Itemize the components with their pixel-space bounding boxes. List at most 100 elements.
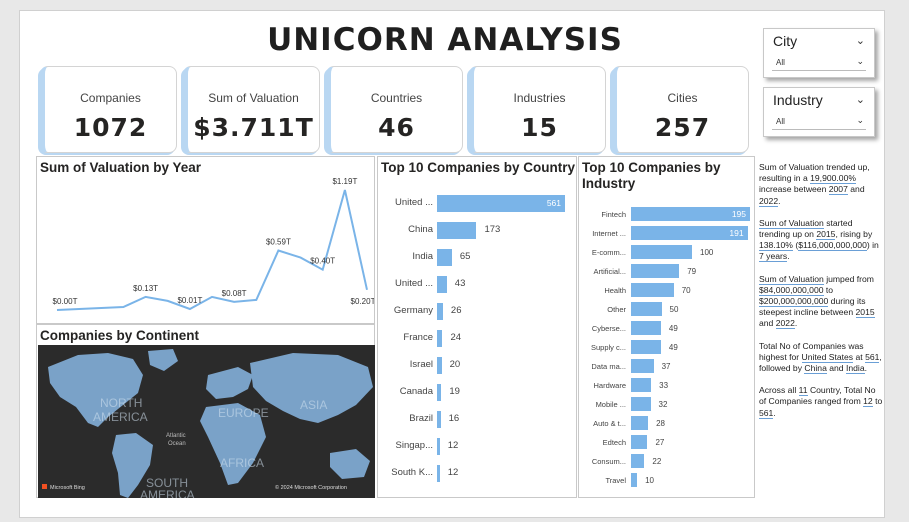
city-slicer[interactable]: City ⌄ All ⌄ <box>763 28 875 78</box>
bar[interactable] <box>437 465 440 482</box>
bar-value: 12 <box>447 467 459 478</box>
bar[interactable] <box>437 222 477 239</box>
bar[interactable] <box>437 357 442 374</box>
asia-shape <box>250 353 373 423</box>
industry-slicer[interactable]: Industry ⌄ All ⌄ <box>763 87 875 137</box>
kpi-label: Companies <box>80 91 141 105</box>
bar-value: 100 <box>700 248 714 257</box>
kpi-card-companies[interactable]: Companies 1072 <box>40 66 177 153</box>
bar[interactable] <box>631 359 654 373</box>
bar[interactable] <box>437 384 442 401</box>
bar[interactable] <box>631 283 674 297</box>
bar[interactable] <box>631 302 662 316</box>
industry-dropdown[interactable]: All ⌄ <box>772 114 866 130</box>
bar[interactable] <box>631 378 652 392</box>
companies-by-continent-map[interactable]: Companies by Continent NORTH AMERICA EUR… <box>36 324 375 498</box>
kpi-card-countries[interactable]: Countries 46 <box>326 66 463 153</box>
chart-title: Top 10 Companies by Country <box>381 160 576 175</box>
bar-value: 28 <box>656 419 665 428</box>
bar-label: Edtech <box>602 438 626 447</box>
bar[interactable] <box>631 473 638 487</box>
chevron-down-icon[interactable]: ⌄ <box>855 94 865 106</box>
bar-label: Hardware <box>593 381 626 390</box>
bar[interactable] <box>631 340 661 354</box>
bar-label: United ... <box>394 197 433 208</box>
top-companies-by-country-chart[interactable]: Top 10 Companies by Country United ... 56… <box>377 156 577 498</box>
bar[interactable] <box>631 264 680 278</box>
bar-label: Data ma... <box>591 362 626 371</box>
africa-shape <box>200 403 266 485</box>
map-label: AFRICA <box>220 456 264 470</box>
bar[interactable] <box>631 245 693 259</box>
bar-label: Germany <box>393 305 433 316</box>
bar-label: Fintech <box>601 210 626 219</box>
kpi-value: 1072 <box>73 113 148 142</box>
kpi-card-industries[interactable]: Industries 15 <box>469 66 606 153</box>
data-label: $0.59T <box>266 238 291 247</box>
map-title: Companies by Continent <box>40 328 200 343</box>
kpi-label: Industries <box>513 91 566 105</box>
bar-label: South K... <box>391 467 433 478</box>
bar-value: 70 <box>681 286 691 295</box>
bar-value: 195 <box>731 209 746 219</box>
bar[interactable] <box>631 321 661 335</box>
kpi-card-valuation[interactable]: Sum of Valuation $3.711T <box>183 66 320 153</box>
ocean-label: Atlantic <box>166 433 186 439</box>
bar[interactable] <box>437 249 452 266</box>
data-label: $0.40T <box>310 257 335 266</box>
bar-label: Consum... <box>591 457 626 466</box>
data-label: $1.19T <box>332 177 357 186</box>
kpi-label: Cities <box>667 91 698 105</box>
map-attribution: Microsoft Bing <box>50 485 85 491</box>
dropdown-value: All <box>776 58 785 67</box>
chevron-down-icon[interactable]: ⌄ <box>855 35 865 47</box>
kpi-card-cities[interactable]: Cities 257 <box>612 66 749 153</box>
bar[interactable] <box>437 303 443 320</box>
city-dropdown[interactable]: All ⌄ <box>772 55 866 71</box>
bar-label: Mobile ... <box>595 400 626 409</box>
bar-value: 22 <box>652 457 662 466</box>
kpi-label: Sum of Valuation <box>208 91 299 105</box>
bar-value: 43 <box>454 278 466 289</box>
map-label: EUROPE <box>218 406 269 420</box>
bar-value: 24 <box>450 332 462 343</box>
bar-label: China <box>408 224 433 235</box>
bar[interactable] <box>631 207 750 221</box>
world-map[interactable]: NORTH AMERICA EUROPE ASIA AFRICA SOUTH A… <box>38 345 375 498</box>
bar-value: 16 <box>448 413 460 424</box>
bar-value: 79 <box>687 267 697 276</box>
bar[interactable] <box>631 397 651 411</box>
narrative-paragraph: Across all 11 Country, Total No of Compa… <box>759 385 883 419</box>
australia-shape <box>330 449 370 479</box>
bar[interactable] <box>437 276 447 293</box>
bar-label: Canada <box>399 386 433 397</box>
bar-value: 12 <box>447 440 459 451</box>
kpi-value: 46 <box>378 113 415 142</box>
slicer-title: Industry <box>773 92 823 108</box>
bar[interactable] <box>631 226 748 240</box>
map-label: NORTH <box>100 396 142 410</box>
bar-value: 50 <box>669 305 679 314</box>
narrative-paragraph: Sum of Valuation jumped from $84,000,000… <box>759 273 875 330</box>
bar-label: Supply c... <box>590 343 626 352</box>
bar[interactable] <box>437 411 441 428</box>
bar[interactable] <box>631 435 648 449</box>
bar-value: 27 <box>655 438 665 447</box>
map-label: SOUTH <box>146 476 188 490</box>
bar-label: Artificial... <box>593 267 626 276</box>
ocean-label: Ocean <box>168 441 186 447</box>
europe-shape <box>206 367 253 399</box>
bing-logo-icon <box>42 484 47 489</box>
top-companies-by-industry-chart[interactable]: Top 10 Companies by Industry Fintech 195 I… <box>578 156 755 498</box>
bar[interactable] <box>437 330 443 347</box>
map-copyright: © 2024 Microsoft Corporation <box>275 484 347 491</box>
bar[interactable] <box>631 454 645 468</box>
smart-narrative: Sum of Valuation trended up, resulting i… <box>759 162 883 430</box>
bar-value: 37 <box>661 362 671 371</box>
data-label: $0.08T <box>222 289 247 298</box>
bar[interactable] <box>437 195 565 212</box>
bar[interactable] <box>631 416 649 430</box>
bar[interactable] <box>437 438 440 455</box>
valuation-line <box>56 189 368 311</box>
valuation-by-year-chart[interactable]: Sum of Valuation by Year $0.00T $0.13T $0.… <box>36 156 375 324</box>
